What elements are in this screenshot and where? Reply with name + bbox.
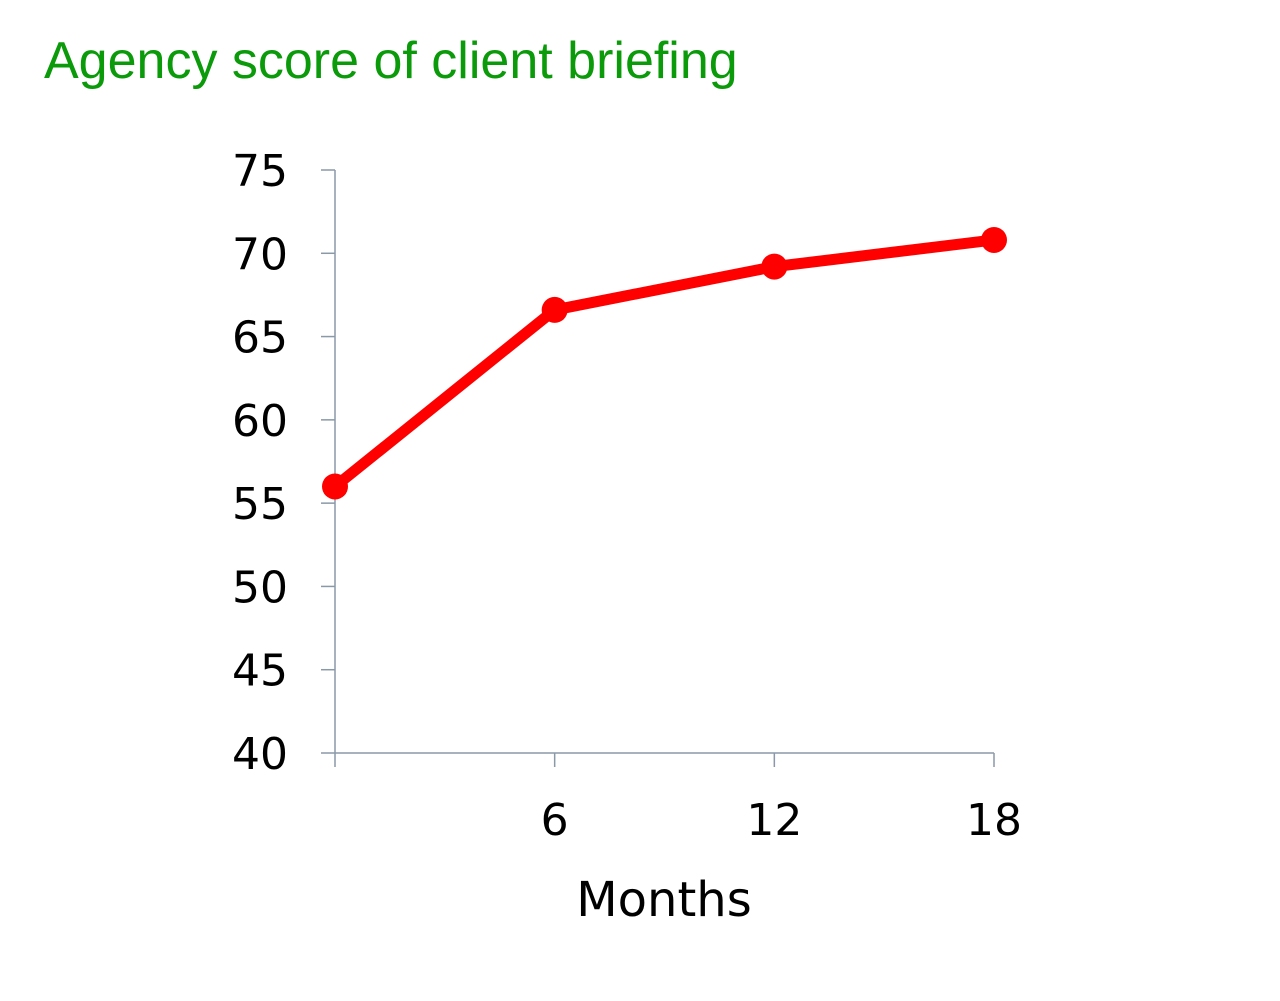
y-tick-label: 60 — [232, 396, 288, 447]
y-tick-label: 45 — [232, 646, 288, 697]
x-tick-label: 18 — [966, 795, 1022, 846]
axes: 40 45 50 55 60 65 70 75 6 12 18 — [232, 146, 1022, 846]
y-tick-label: 70 — [232, 229, 288, 280]
y-tick-label: 50 — [232, 562, 288, 613]
x-tick-label: 12 — [746, 795, 802, 846]
chart-title: Agency score of client briefing — [44, 32, 738, 90]
series-layer — [322, 226, 1007, 500]
y-tick-label: 40 — [232, 729, 288, 780]
data-point — [761, 253, 788, 280]
x-tick-label: 6 — [541, 795, 569, 846]
series-line — [329, 234, 1000, 492]
x-axis-title: Months — [576, 872, 751, 928]
data-point — [981, 226, 1007, 253]
data-point — [541, 296, 568, 323]
data-point — [322, 473, 348, 500]
y-tick-label: 55 — [232, 479, 288, 530]
y-tick-label: 75 — [232, 146, 288, 197]
y-tick-label: 65 — [232, 313, 288, 364]
